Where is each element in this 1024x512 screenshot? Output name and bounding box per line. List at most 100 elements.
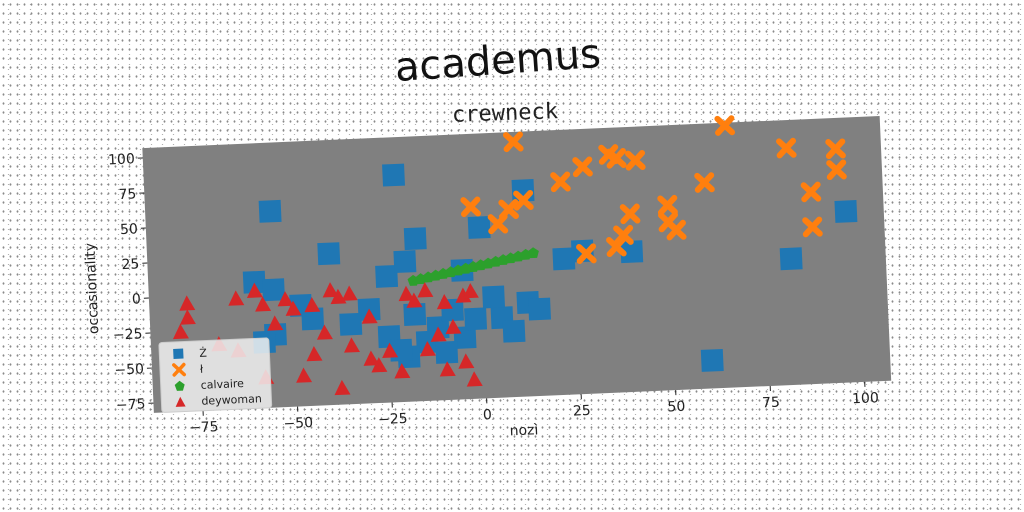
y-axis-label: occasionality	[82, 242, 102, 334]
y-tick-label-4: 0	[132, 291, 142, 307]
point-series-0-17	[339, 312, 363, 336]
point-series-3-35	[466, 371, 483, 387]
x-tick-label-1: −50	[283, 415, 313, 432]
point-series-1-6	[625, 149, 646, 171]
point-series-3-10	[361, 308, 378, 324]
point-series-3-14	[436, 293, 453, 310]
legend-square-marker	[173, 348, 184, 359]
point-series-0-7	[242, 270, 266, 294]
point-series-0-37	[482, 285, 506, 309]
y-tick-label-0: 100	[108, 151, 135, 168]
point-series-3-15	[455, 287, 472, 303]
y-tick-label-1: 75	[118, 186, 137, 203]
plot-area: −75 −50 −25 0 25 50 75 100 100 75 50 25 0 −25 −50 −75 n…	[82, 115, 892, 439]
x-tick-label-7: 100	[852, 390, 879, 407]
point-series-1-21	[606, 236, 627, 258]
point-series-0-15	[834, 199, 858, 223]
point-series-3-32	[172, 323, 189, 340]
point-series-3-2	[246, 282, 263, 298]
y-tick-label-7: −75	[116, 396, 146, 413]
point-series-0-0	[382, 163, 405, 187]
legend-item-calvaire: calvaire	[174, 377, 244, 392]
legend-x-marker	[172, 362, 186, 377]
y-tick-label-2: 50	[120, 221, 139, 238]
axis-ticks: −75 −50 −25 0 25 50 75 100 100 75 50 25 0 −25 −50 −75	[108, 151, 879, 436]
point-series-3-1	[228, 290, 245, 306]
point-series-0-13	[620, 240, 644, 264]
point-series-1-7	[572, 156, 593, 178]
point-series-0-12	[552, 247, 576, 271]
point-series-0-4	[403, 227, 427, 251]
point-series-3-13	[417, 282, 434, 298]
point-series-0-34	[700, 348, 724, 372]
point-series-1-22	[576, 243, 597, 264]
point-series-3-7	[322, 282, 339, 298]
point-series-3-26	[296, 367, 313, 383]
point-series-3-18	[430, 326, 447, 342]
legend-item-l: ł	[172, 362, 205, 377]
point-series-3-11	[398, 285, 415, 302]
x-tick-label-0: −75	[189, 419, 219, 436]
point-series-3-23	[363, 350, 380, 366]
point-series-3-16	[462, 283, 479, 299]
point-series-0-33	[502, 319, 526, 343]
legend-label-deywoman: deywoman	[201, 392, 262, 408]
legend-item-deywoman: deywoman	[175, 392, 262, 408]
point-series-3-37	[267, 315, 284, 331]
point-series-2-16	[527, 247, 539, 259]
point-series-1-3	[776, 137, 797, 159]
x-tick-label-3: 0	[483, 407, 493, 423]
point-series-1-19	[665, 219, 687, 241]
point-series-3-34	[458, 353, 475, 369]
legend-label-calvaire: calvaire	[200, 377, 244, 392]
point-series-1-16	[800, 181, 822, 203]
point-series-0-3	[317, 242, 341, 266]
legend-item-z: Ż	[173, 347, 208, 360]
x-axis-label: nozì	[509, 422, 538, 439]
point-series-1-23	[802, 216, 823, 238]
legend-label-z: Ż	[199, 347, 208, 360]
point-series-3-0	[179, 295, 196, 311]
y-tick-label-6: −50	[114, 361, 144, 378]
chart-title: academus	[393, 31, 602, 91]
point-series-1-8	[550, 171, 571, 193]
point-series-0-35	[464, 307, 488, 331]
point-series-1-15	[657, 194, 678, 216]
point-series-3-3	[255, 296, 272, 312]
x-tick-label-4: 25	[573, 403, 592, 420]
point-series-3-9	[341, 285, 358, 301]
point-series-3-12	[406, 292, 423, 308]
x-tick-label-2: −25	[378, 411, 408, 428]
point-series-0-14	[779, 247, 803, 271]
legend: Ż ł calvaire deywoman	[158, 337, 273, 413]
point-series-1-10	[513, 189, 534, 211]
point-series-3-24	[344, 337, 361, 353]
point-series-3-6	[304, 296, 321, 313]
point-series-3-36	[316, 324, 333, 340]
point-series-3-4	[277, 291, 294, 307]
point-series-3-5	[285, 300, 302, 316]
x-tick-label-5: 50	[667, 399, 686, 416]
y-tick-label-5: −25	[113, 326, 143, 343]
point-series-0-9	[393, 250, 417, 274]
legend-label-l: ł	[200, 363, 205, 376]
point-series-1-1	[714, 115, 736, 136]
point-series-3-20	[382, 342, 399, 359]
point-series-3-25	[306, 345, 323, 362]
point-series-3-22	[394, 363, 411, 379]
point-series-1-2	[825, 138, 846, 160]
point-series-0-36	[435, 340, 459, 364]
point-series-0-22	[528, 297, 552, 321]
point-series-3-19	[419, 341, 436, 357]
point-series-1-11	[460, 196, 481, 218]
point-series-3-31	[179, 309, 196, 325]
point-series-1-9	[694, 172, 715, 193]
y-tick-label-3: 25	[121, 256, 140, 273]
legend-box	[158, 337, 273, 413]
legend-pentagon-marker	[174, 380, 185, 391]
point-series-3-21	[371, 357, 388, 373]
point-series-1-14	[619, 203, 641, 225]
point-series-3-33	[439, 361, 456, 377]
point-series-0-6	[375, 264, 399, 288]
point-series-0-1	[258, 199, 282, 223]
